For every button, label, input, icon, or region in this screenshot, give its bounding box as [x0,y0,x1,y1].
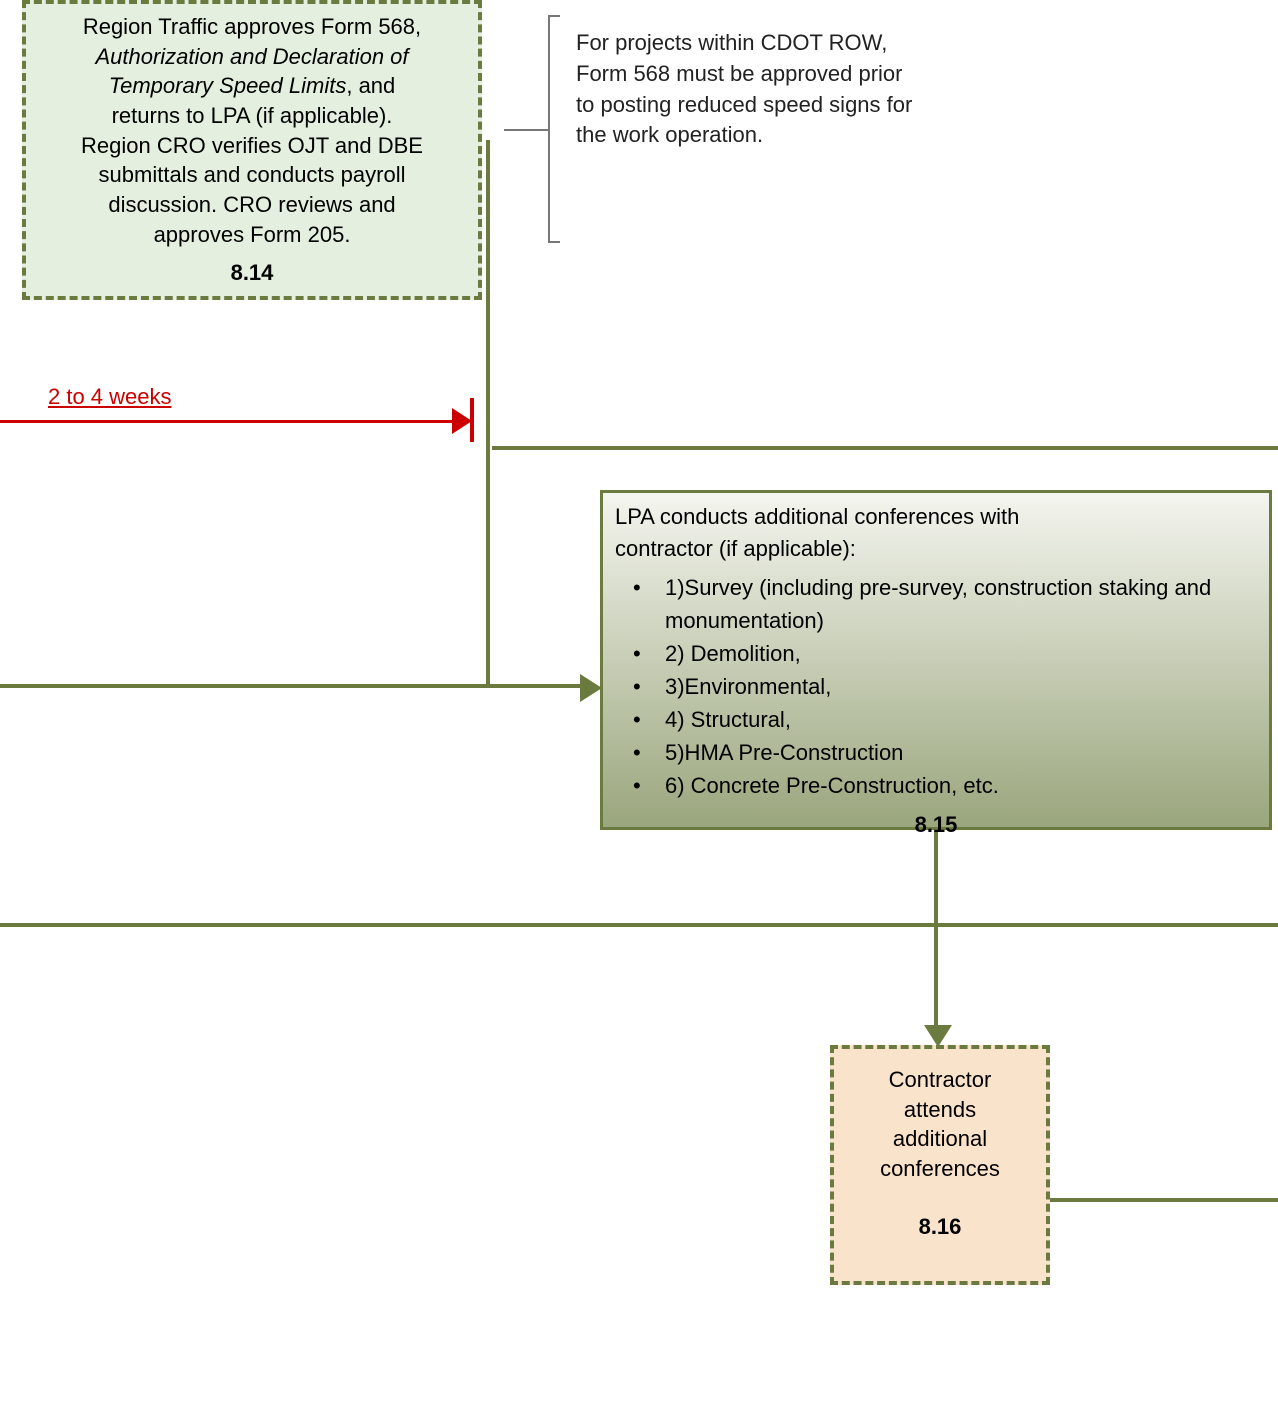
node-814: Region Traffic approves Form 568, Author… [22,0,482,300]
node-816-ref: 8.16 [846,1214,1034,1240]
arrow-into-816 [924,1025,952,1047]
node-815-ref: 8.15 [615,812,1257,838]
italic-span: Temporary Speed Limits [109,73,347,98]
edge-swimlane-2 [0,923,1278,927]
edge-815-down [934,830,938,1025]
list-item: 1)Survey (including pre-survey, construc… [625,571,1257,637]
list-item: 4) Structural, [625,703,1257,736]
node-815-lead: LPA conducts additional conferences with… [615,501,1257,565]
text-line: approves Form 205. [38,220,466,250]
list-item: 5)HMA Pre-Construction [625,736,1257,769]
text-line: Authorization and Declaration of [38,42,466,72]
text-line: contractor (if applicable): [615,533,1257,565]
list-item: 6) Concrete Pre-Construction, etc. [625,769,1257,802]
annotation-text: For projects within CDOT ROW, Form 568 m… [576,28,912,151]
arrow-into-815 [580,674,602,702]
redline-label: 2 to 4 weeks [48,384,172,410]
annotation-line: to posting reduced speed signs for [576,90,912,121]
edge-swimlane-1 [492,446,1278,450]
node-815-items: 1)Survey (including pre-survey, construc… [615,571,1257,802]
node-816: Contractor attends additional conference… [830,1045,1050,1285]
edge-vline-from-814 [486,140,490,688]
text-line: submittals and conducts payroll [38,160,466,190]
annotation-bracket [548,15,560,243]
edge-to-815 [0,684,580,688]
text-line: conferences [846,1154,1034,1184]
edge-816-right [1050,1198,1278,1202]
annotation-line: Form 568 must be approved prior [576,59,912,90]
list-item: 2) Demolition, [625,637,1257,670]
text-span: , and [346,73,395,98]
annotation-line: For projects within CDOT ROW, [576,28,912,59]
text-line: discussion. CRO reviews and [38,190,466,220]
text-line: returns to LPA (if applicable). [38,101,466,131]
annotation-line: the work operation. [576,120,912,151]
text-line: Contractor [846,1065,1034,1095]
text-line: Temporary Speed Limits, and [38,71,466,101]
text-line: LPA conducts additional conferences with [615,501,1257,533]
text-line: Region Traffic approves Form 568, [38,12,466,42]
text-line: Region CRO verifies OJT and DBE [38,131,466,161]
node-814-text: Region Traffic approves Form 568, Author… [38,12,466,250]
text-line: additional [846,1124,1034,1154]
italic-span: Authorization and Declaration of [95,44,408,69]
redline-arrowhead [452,408,472,434]
node-814-ref: 8.14 [38,260,466,286]
text-line: attends [846,1095,1034,1125]
list-item: 3)Environmental, [625,670,1257,703]
node-816-text: Contractor attends additional conference… [846,1065,1034,1184]
flowchart-canvas: 2 to 4 weeks For projects within CDOT RO… [0,0,1278,1424]
node-815: LPA conducts additional conferences with… [600,490,1272,830]
annotation-stem [504,129,548,131]
redline-bar [0,420,452,423]
